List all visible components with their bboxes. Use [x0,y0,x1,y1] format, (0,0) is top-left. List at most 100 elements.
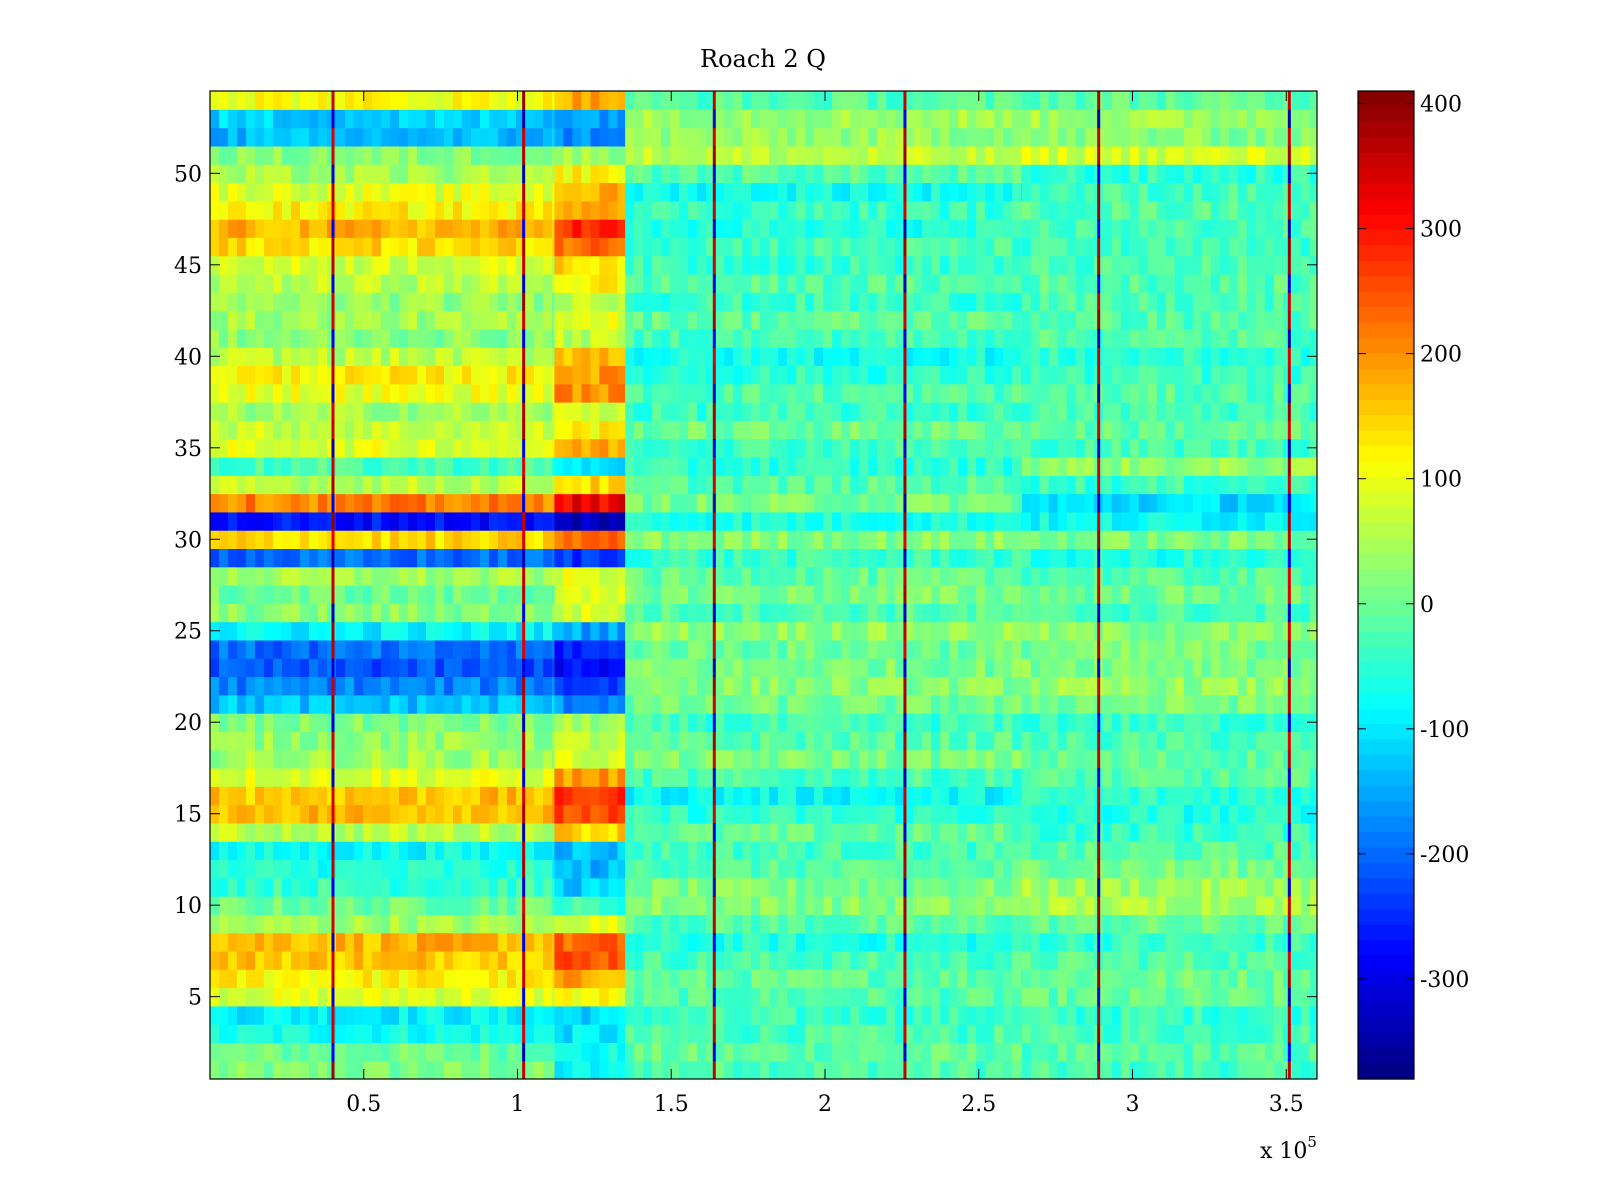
heatmap-cell [554,731,564,751]
heatmap-cell [408,841,418,861]
heatmap-cell [697,1042,707,1062]
heatmap-cell [796,804,806,824]
heatmap-cell [958,566,968,586]
heatmap-cell [210,402,220,421]
heatmap-cell [1021,548,1023,568]
heatmap-cell [1291,914,1302,934]
heatmap-cell [255,877,265,897]
heatmap-cell [922,347,932,367]
heatmap-cell [643,950,653,970]
heatmap-cell [1255,786,1266,806]
heatmap-cell [1084,786,1095,806]
heatmap-cell [661,621,671,641]
heatmap-cell [552,731,555,751]
heatmap-cell [877,694,887,714]
heatmap-cell [255,456,265,476]
heatmap-cell [1003,859,1013,879]
heatmap-cell [850,658,860,678]
heatmap-cell [1228,767,1239,787]
heatmap-cell [563,987,573,1007]
heatmap-cell [444,859,454,879]
heatmap-cell [554,859,564,879]
heatmap-cell [345,548,355,568]
heatmap-cell [697,420,707,440]
heatmap-cell [345,1042,355,1062]
heatmap-cell [462,914,472,934]
heatmap-cell [742,639,752,659]
heatmap-cell [1003,804,1013,824]
heatmap-cell [841,383,851,403]
heatmap-cell [480,676,490,696]
heatmap-cell [309,822,319,842]
heatmap-cell [345,969,355,989]
heatmap-cell [444,438,454,458]
heatmap-cell [1291,1060,1302,1079]
heatmap-cell [1255,511,1266,531]
heatmap-cell [1300,877,1311,897]
heatmap-cell [1300,822,1311,842]
heatmap-cell [1021,859,1032,879]
heatmap-cell [1183,804,1194,824]
heatmap-cell [581,548,591,568]
heatmap-cell [850,548,860,568]
heatmap-cell [1165,822,1176,842]
heatmap-cell [219,786,229,806]
heatmap-cell [634,1060,644,1079]
heatmap-cell [832,859,842,879]
heatmap-cell [1156,859,1167,879]
heatmap-cell [679,749,689,769]
heatmap-cell [599,731,609,751]
heatmap-cell [273,786,283,806]
heatmap-cell [1075,566,1086,586]
heatmap-cell [1183,914,1194,934]
heatmap-cell [706,950,716,970]
heatmap-cell [652,841,662,861]
heatmap-cell [525,950,535,970]
heatmap-cell [940,548,950,568]
heatmap-cell [336,566,346,586]
heatmap-cell [724,694,734,714]
heatmap-cell [563,932,573,952]
heatmap-cell [1183,731,1194,751]
heatmap-cell [228,566,238,586]
heatmap-cell [1246,402,1257,421]
heatmap-cell [210,1005,220,1025]
heatmap-cell [1228,585,1239,604]
heatmap-cell [679,896,689,915]
heatmap-cell [336,585,346,604]
heatmap-cell [778,621,788,641]
heatmap-cell [282,731,292,751]
heatmap-cell [877,1042,887,1062]
heatmap-cell [507,621,517,641]
heatmap-cell [1066,566,1077,586]
heatmap-cell [787,1024,797,1044]
heatmap-cell [1003,676,1013,696]
heatmap-cell [976,786,986,806]
heatmap-cell [309,767,319,787]
heatmap-cell [273,969,283,989]
heatmap-cell [363,420,373,440]
heatmap-cell [724,475,734,495]
heatmap-cell [1003,987,1013,1007]
heatmap-cell [273,896,283,915]
heatmap-cell [219,639,229,659]
heatmap-cell [516,548,526,568]
heatmap-cell [426,822,436,842]
heatmap-cell [652,676,662,696]
heatmap-cell [608,804,618,824]
heatmap-cell [1147,841,1158,861]
heatmap-cell [219,841,229,861]
heatmap-cell [895,969,905,989]
heatmap-cell [859,1005,869,1025]
heatmap-cell [300,804,310,824]
heatmap-cell [390,676,400,696]
heatmap-cell [1309,822,1317,842]
heatmap-cell [1309,877,1317,897]
heatmap-cell [724,767,734,787]
heatmap-cell [742,694,752,714]
heatmap-cell [471,548,481,568]
heatmap-cell [273,731,283,751]
heatmap-cell [1210,511,1221,531]
heatmap-cell [787,566,797,586]
heatmap-cell [345,475,355,495]
